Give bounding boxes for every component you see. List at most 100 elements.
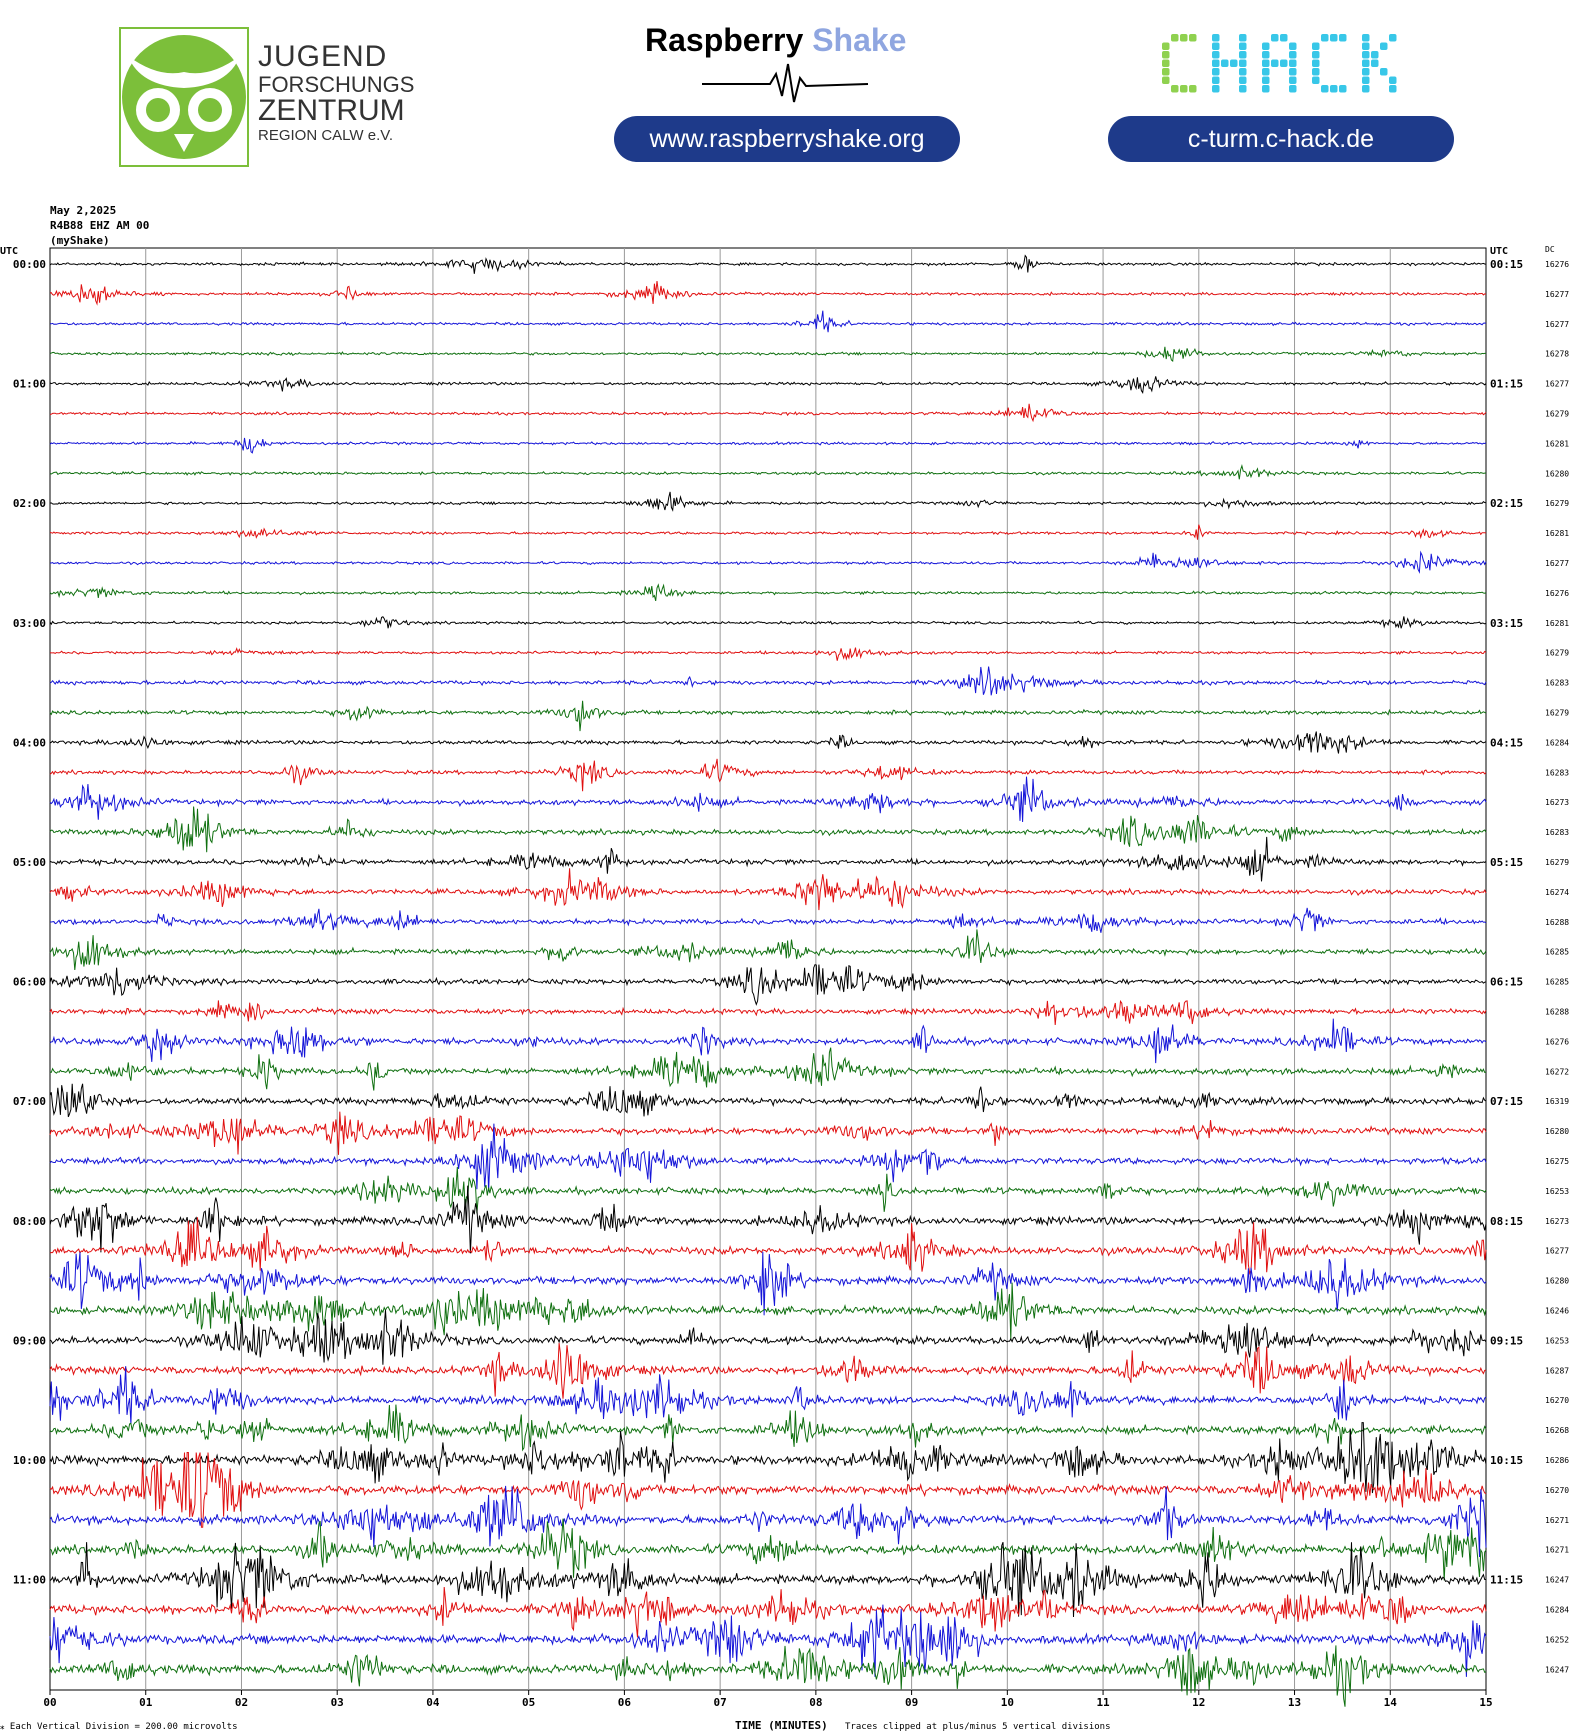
trace-row-28 xyxy=(49,1083,1487,1118)
dc-offset-label: 16319 xyxy=(1545,1097,1569,1106)
dc-offset-label: 16283 xyxy=(1545,828,1569,837)
trace-row-5 xyxy=(49,403,1487,423)
left-time-label: 08:00 xyxy=(13,1215,46,1228)
rs-word-shake: Shake xyxy=(812,22,907,58)
chack-dot xyxy=(1212,85,1220,93)
chack-dot xyxy=(1212,34,1220,42)
trace-row-15 xyxy=(49,700,1487,732)
chack-dot xyxy=(1371,59,1379,67)
trace-row-21 xyxy=(49,868,1487,911)
trace-row-22 xyxy=(50,907,1487,933)
dc-offset-label: 16252 xyxy=(1545,1635,1569,1644)
chack-dot xyxy=(1280,34,1288,42)
chack-dot xyxy=(1289,51,1297,59)
chack-dot xyxy=(1362,76,1370,84)
trace-row-26 xyxy=(49,1018,1487,1064)
dc-offset-label: 16268 xyxy=(1545,1426,1569,1435)
left-time-label: 05:00 xyxy=(13,856,46,869)
dc-offset-label: 16278 xyxy=(1545,350,1569,359)
trace-row-3 xyxy=(49,346,1487,362)
trace-row-31 xyxy=(49,1166,1487,1214)
jfz-line2: FORSCHUNGS xyxy=(258,72,415,97)
chack-dot xyxy=(1389,34,1397,42)
trace-row-37 xyxy=(49,1342,1487,1399)
data-source: (myShake) xyxy=(50,234,110,247)
chack-dot xyxy=(1339,34,1347,42)
dc-offset-label: 16281 xyxy=(1545,529,1569,538)
dc-offset-label: 16281 xyxy=(1545,439,1569,448)
left-axis-header: UTC xyxy=(0,246,18,257)
chack-dot xyxy=(1239,68,1247,76)
dc-offset-label: 16270 xyxy=(1545,1486,1569,1495)
x-tick-label: 08 xyxy=(809,1696,822,1709)
chack-dot xyxy=(1212,68,1220,76)
dc-offset-label: 16285 xyxy=(1545,978,1569,987)
dc-offset-label: 16275 xyxy=(1545,1157,1569,1166)
dc-offset-label: 16247 xyxy=(1545,1576,1569,1585)
chack-dot xyxy=(1312,76,1320,84)
dc-offset-label: 16277 xyxy=(1545,380,1569,389)
chack-dot xyxy=(1362,42,1370,50)
chack-dot xyxy=(1339,85,1347,93)
x-tick-label: 00 xyxy=(43,1696,56,1709)
dc-offset-label: 16271 xyxy=(1545,1516,1569,1525)
chack-dot xyxy=(1262,85,1270,93)
x-tick-label: 13 xyxy=(1288,1696,1301,1709)
left-time-label: 07:00 xyxy=(13,1095,46,1108)
right-time-label: 11:15 xyxy=(1490,1574,1523,1587)
trace-row-2 xyxy=(50,310,1487,333)
chack-dot xyxy=(1212,76,1220,84)
dc-offset-label: 16274 xyxy=(1545,888,1569,897)
chack-dot xyxy=(1180,85,1188,93)
dc-offset-label: 16271 xyxy=(1545,1546,1569,1555)
right-time-label: 05:15 xyxy=(1490,856,1523,869)
dc-offset-label: 16272 xyxy=(1545,1067,1569,1076)
trace-row-17 xyxy=(49,758,1487,792)
x-tick-label: 11 xyxy=(1096,1696,1110,1709)
x-tick-label: 15 xyxy=(1479,1696,1492,1709)
trace-row-16 xyxy=(49,731,1487,754)
seismogram-wave-icon xyxy=(702,63,869,103)
chack-dot xyxy=(1312,42,1320,50)
trace-row-25 xyxy=(49,999,1487,1026)
x-tick-label: 05 xyxy=(522,1696,535,1709)
trace-row-33 xyxy=(49,1217,1487,1276)
trace-row-43 xyxy=(49,1518,1487,1581)
trace-row-23 xyxy=(49,929,1487,971)
dc-offset-label: 16277 xyxy=(1545,290,1569,299)
chack-dot xyxy=(1239,76,1247,84)
chack-dot xyxy=(1262,51,1270,59)
chack-dot xyxy=(1239,34,1247,42)
chack-dot xyxy=(1271,59,1279,67)
chack-url-link[interactable]: c-turm.c-hack.de xyxy=(1108,116,1454,162)
station-info: May 2,2025 R4B88 EHZ AM 00 (myShake) xyxy=(50,203,149,248)
chack-dot xyxy=(1189,34,1197,42)
right-time-label: 06:15 xyxy=(1490,976,1523,989)
dc-offset-label: 16285 xyxy=(1545,948,1569,957)
raspberry-shake-wordmark: Raspberry Shake xyxy=(645,22,906,59)
trace-row-36 xyxy=(49,1310,1487,1365)
left-time-label: 00:00 xyxy=(13,258,46,271)
chack-dot xyxy=(1180,34,1188,42)
chack-dot xyxy=(1362,68,1370,76)
chack-dot xyxy=(1162,42,1170,50)
chack-dot xyxy=(1239,42,1247,50)
dc-offset-label: 16279 xyxy=(1545,499,1569,508)
dc-offset-label: 16283 xyxy=(1545,679,1569,688)
raspberryshake-url-link[interactable]: www.raspberryshake.org xyxy=(614,116,960,162)
chack-dot xyxy=(1362,34,1370,42)
trace-row-29 xyxy=(49,1111,1487,1155)
trace-row-42 xyxy=(49,1485,1487,1558)
chack-dot xyxy=(1262,76,1270,84)
trace-row-38 xyxy=(49,1366,1487,1425)
chack-dot xyxy=(1212,42,1220,50)
dc-offset-label: 16273 xyxy=(1545,1217,1569,1226)
chack-dot xyxy=(1171,34,1179,42)
chack-dot xyxy=(1289,68,1297,76)
dc-offset-label: 16280 xyxy=(1545,1277,1569,1286)
dc-offset-label: 16279 xyxy=(1545,858,1569,867)
trace-row-40 xyxy=(49,1422,1487,1494)
dc-offset-label: 16276 xyxy=(1545,260,1569,269)
helicorder-chart: 00 01 02 03 04 05 06 07 08 09 10 11 12 13 14 15 UTC UTC DC… xyxy=(0,245,1569,1709)
trace-row-20 xyxy=(49,836,1487,882)
